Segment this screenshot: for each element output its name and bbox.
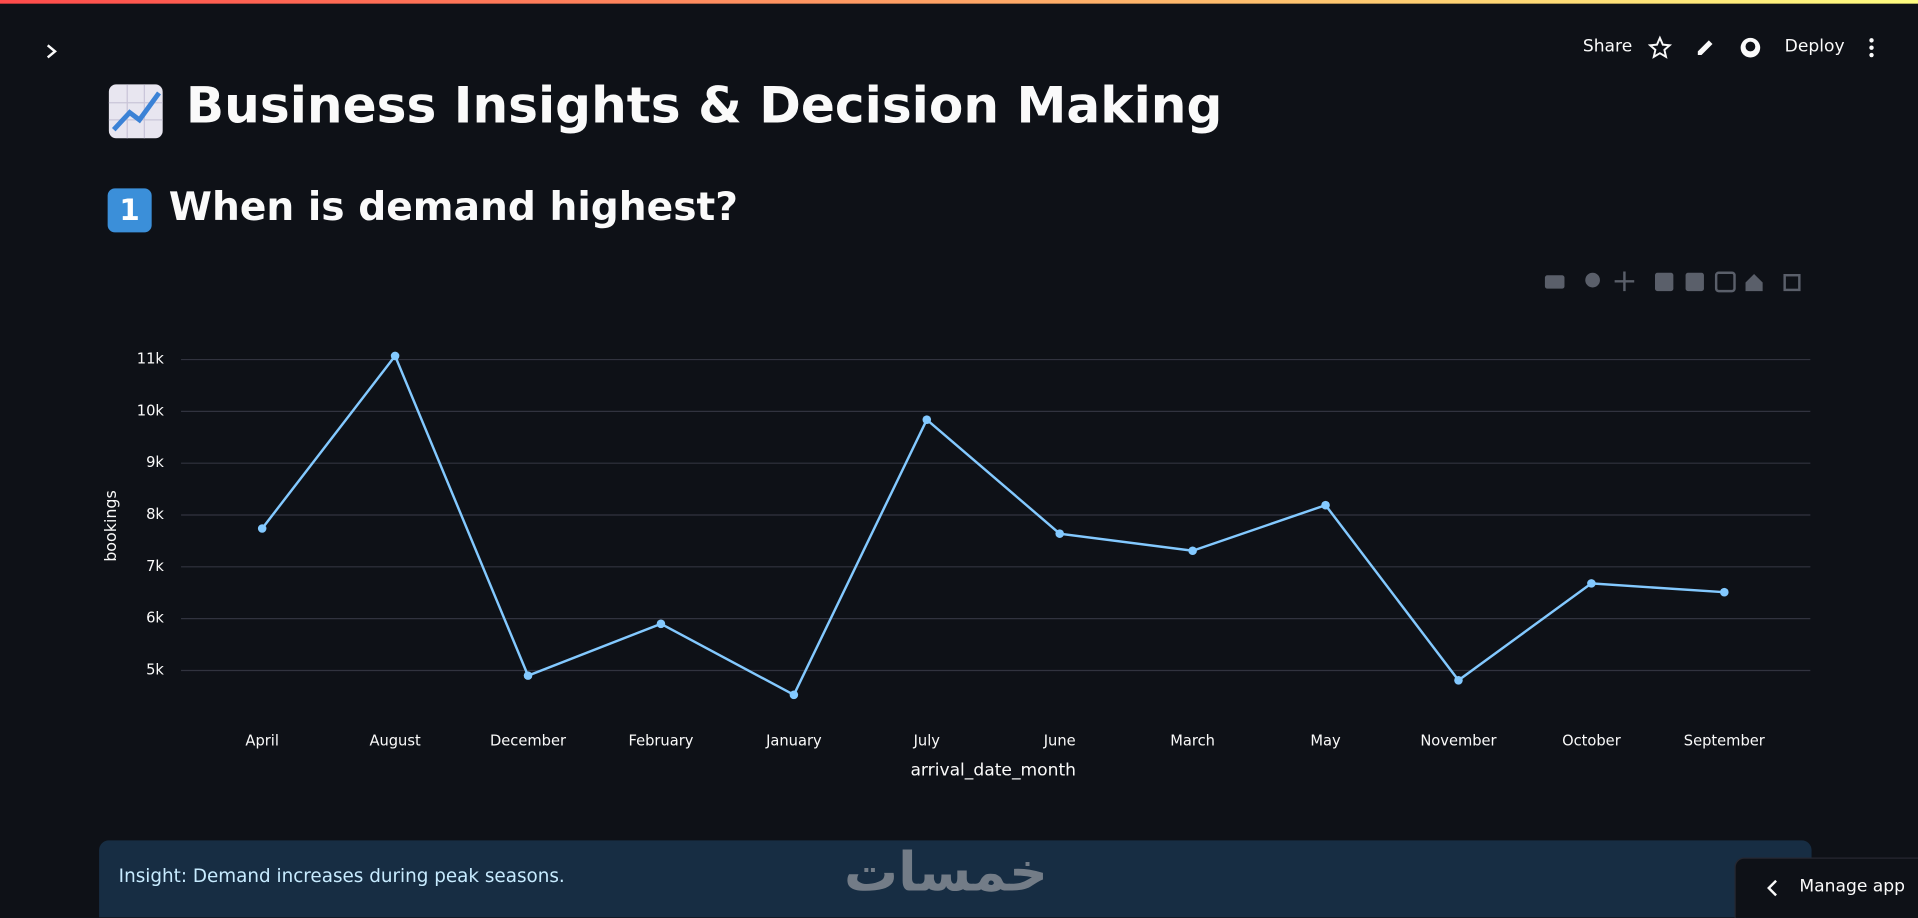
x-tick-label: December [490,732,567,749]
y-tick-label: 11k [137,351,165,368]
x-tick-label: August [369,732,421,749]
y-tick-label: 8k [146,506,164,523]
data-point [1055,529,1064,538]
x-tick-label: September [1684,732,1766,749]
top-decoration [0,0,1918,4]
data-point [789,690,799,700]
manage-app-label: Manage app [1799,877,1906,897]
menu-icon[interactable] [1862,37,1882,59]
insight-box: Insight: Demand increases during peak se… [99,840,1812,918]
x-tick-label: January [765,732,822,749]
data-point [523,671,533,680]
section-number: 1 [107,188,152,233]
y-tick-label: 7k [146,558,164,575]
y-tick-label: 6k [146,610,164,627]
x-tick-label: March [1170,732,1215,749]
sidebar-toggle[interactable] [42,42,62,62]
data-point [1321,500,1330,510]
section-heading: When is demand highest? [168,183,738,230]
data-point [257,524,267,533]
chart-emoji [108,84,163,139]
insight-text: Insight: Demand increases during peak se… [118,864,565,887]
y-tick-label: 9k [146,454,164,471]
data-point [656,619,666,629]
data-point [1587,579,1596,588]
page-title: Business Insights & Decision Making [185,75,1223,135]
x-tick-label: February [628,732,693,749]
x-tick-label: May [1310,732,1341,749]
x-tick-label: November [1420,732,1497,749]
y-tick-label: 10k [137,402,165,419]
share-button[interactable]: Share [1582,36,1633,57]
x-axis-title: arrival_date_month [910,761,1076,781]
data-point [1188,546,1197,556]
chevron-icon [1767,879,1777,897]
x-tick-label: July [913,732,941,749]
github-icon[interactable] [1738,35,1762,59]
deploy-button[interactable]: Deploy [1784,36,1845,57]
manage-app-button[interactable]: Manage app [1734,857,1918,918]
data-point [390,351,400,361]
data-point [1720,587,1729,597]
chart: bookings arrival_date_month 5k 6k 7k 8k 9k 10… [101,271,1811,781]
data-point [922,415,932,424]
edit-icon[interactable] [1694,37,1716,59]
watermark: خمسات [844,841,1048,904]
y-tick-label: 5k [146,661,164,678]
x-tick-label: October [1562,732,1622,749]
y-axis-title: bookings [101,490,120,562]
data-line [261,353,1725,697]
x-tick-label: June [1043,732,1076,749]
plot-modebar [1544,271,1801,293]
data-point [1454,676,1463,685]
x-tick-label: April [245,732,279,749]
star-icon[interactable] [1647,35,1673,59]
